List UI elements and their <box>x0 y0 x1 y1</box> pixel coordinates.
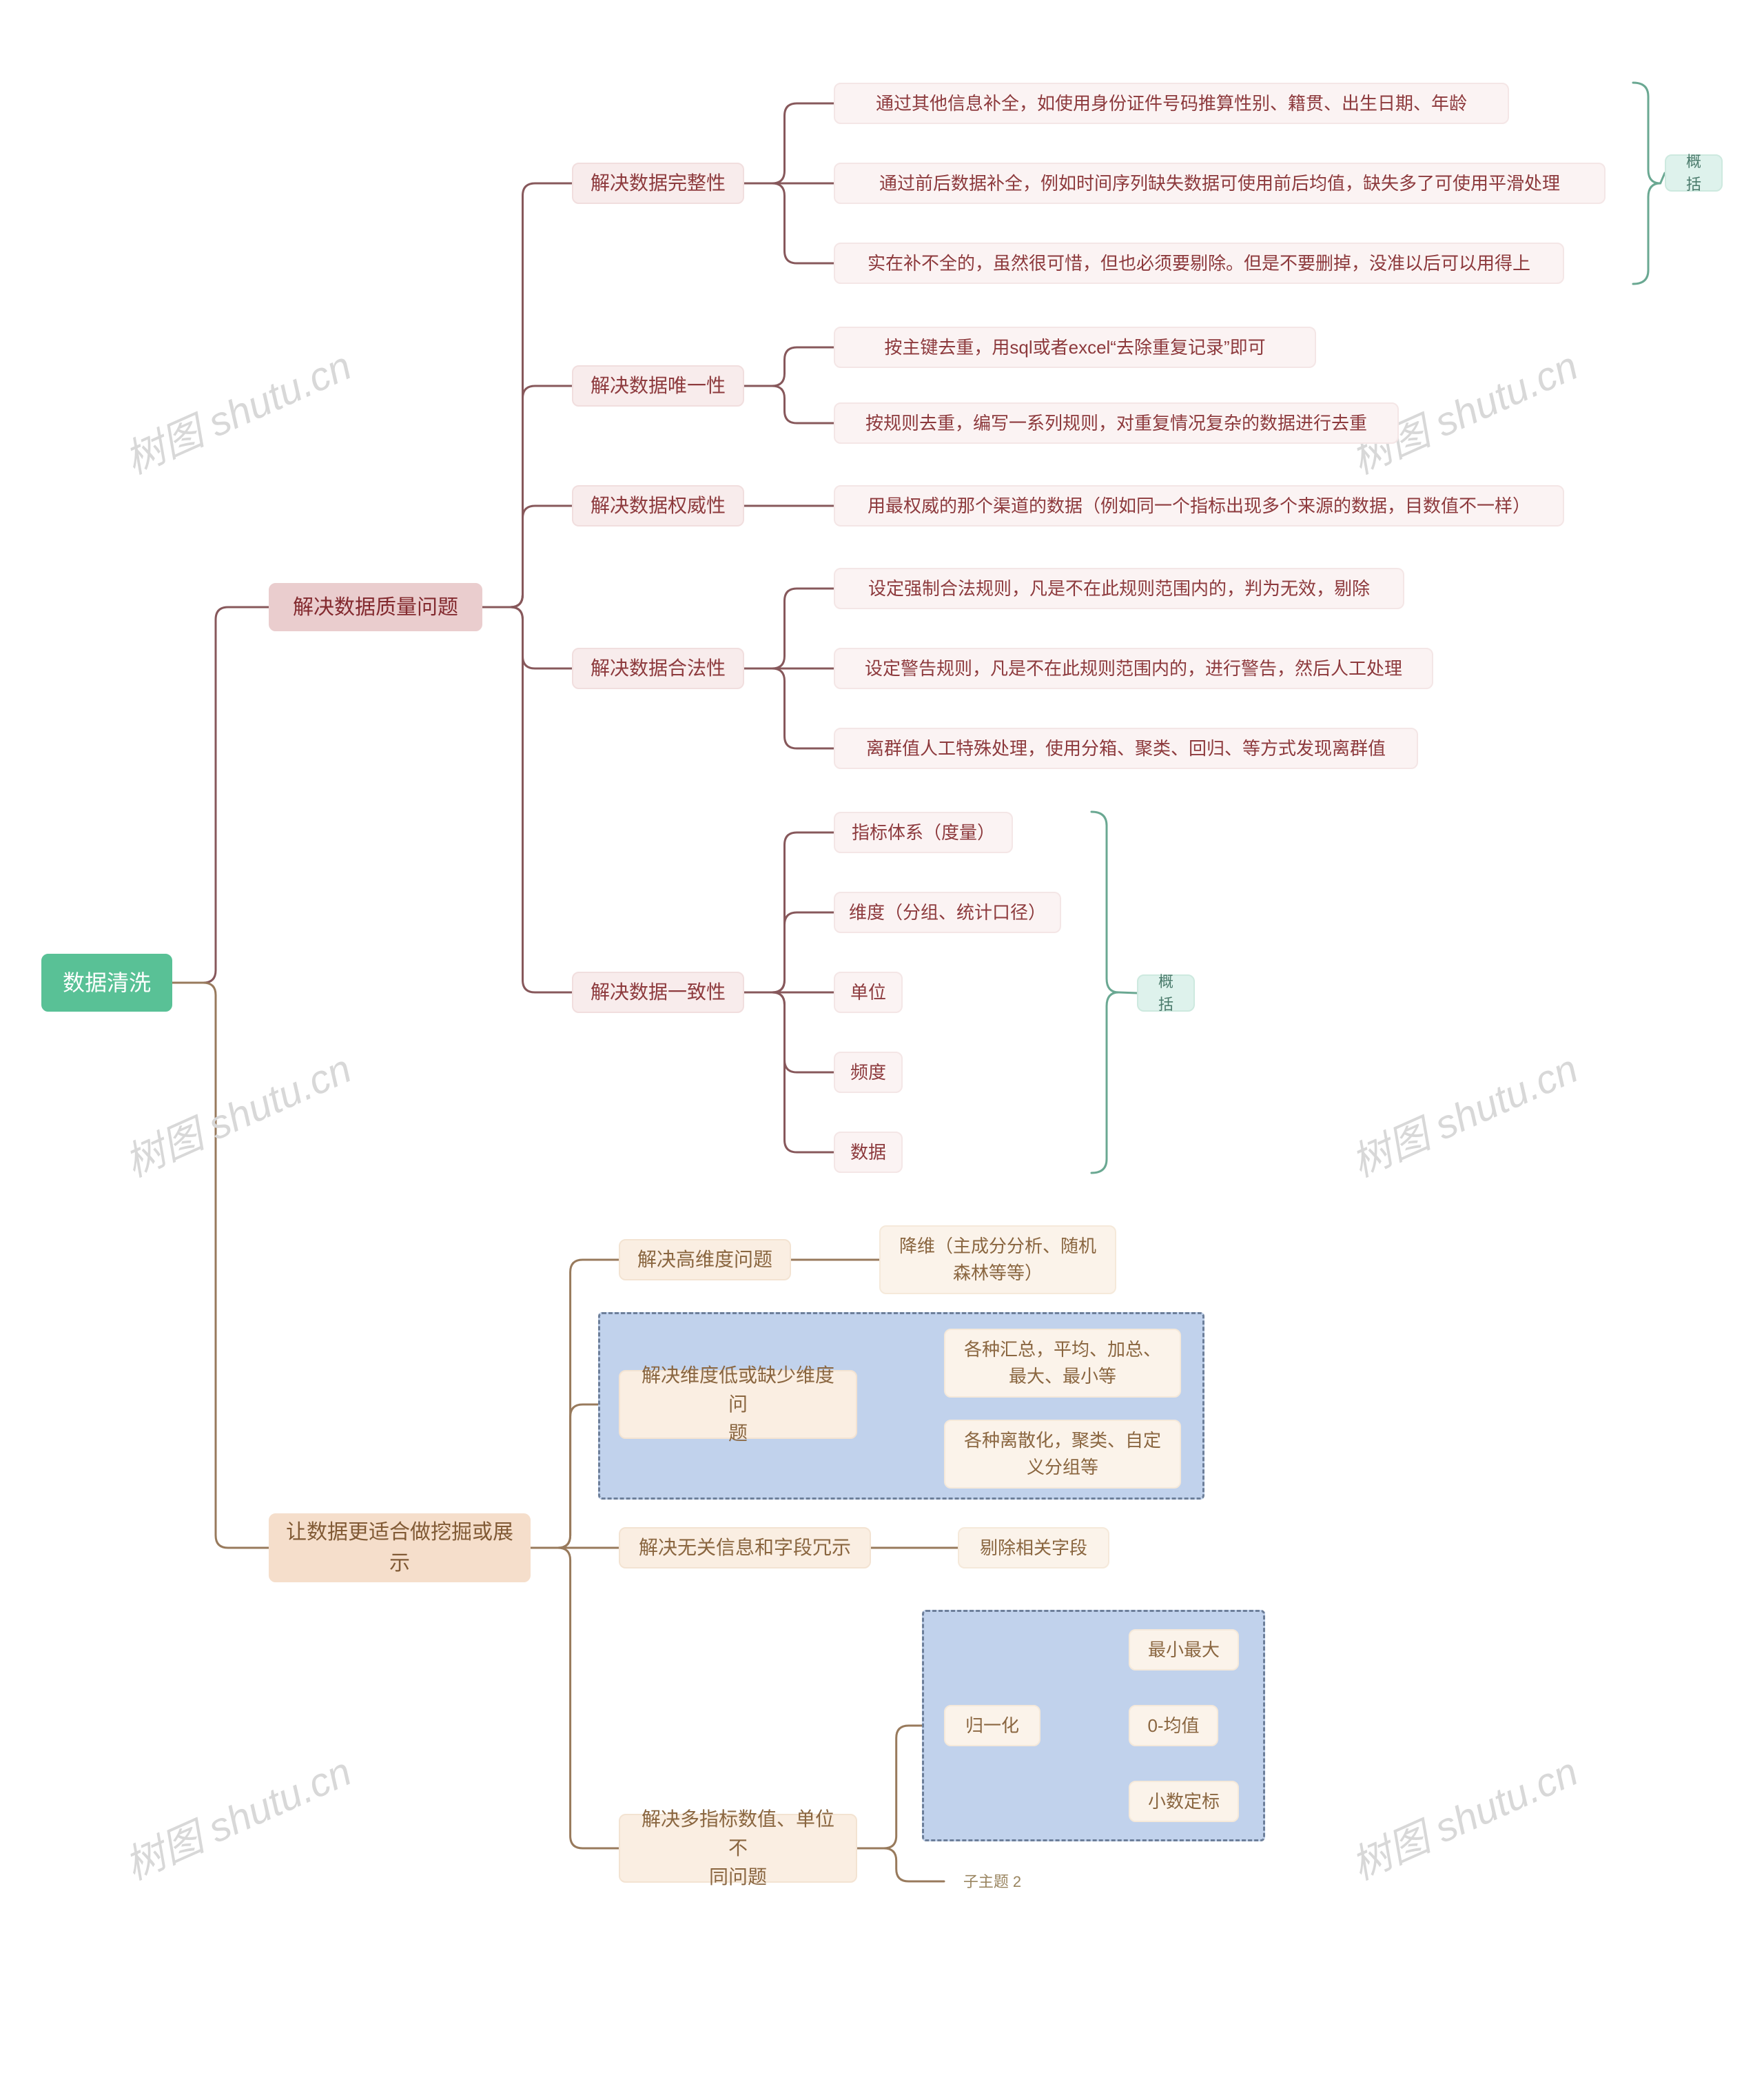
watermark-2: 树图 shutu.cn <box>114 1739 359 1891</box>
node-A5sum[interactable]: 概括 <box>1137 974 1195 1012</box>
edge-A2-A2a <box>744 347 834 386</box>
edge-A1-A1a <box>744 103 834 183</box>
node-B3[interactable]: 解决无关信息和字段冗示 <box>619 1527 871 1568</box>
edge-B4-B4b <box>857 1848 944 1881</box>
node-A4a[interactable]: 设定强制合法规则，凡是不在此规则范围内的，判为无效，剔除 <box>834 568 1404 609</box>
node-A1[interactable]: 解决数据完整性 <box>572 163 744 204</box>
summary-brace-1 <box>1091 812 1119 1173</box>
edge-A4-A4a <box>744 589 834 668</box>
edge-root-A <box>172 607 269 983</box>
node-A5e[interactable]: 数据 <box>834 1132 903 1173</box>
edge-A5-A5b <box>744 912 834 992</box>
node-A5a[interactable]: 指标体系（度量） <box>834 812 1013 853</box>
node-B4ab[interactable]: 0-均值 <box>1129 1705 1218 1746</box>
node-B1a[interactable]: 降维（主成分分析、随机 森林等等） <box>879 1225 1116 1294</box>
node-B[interactable]: 让数据更适合做挖掘或展 示 <box>269 1513 531 1582</box>
watermark-0: 树图 shutu.cn <box>114 334 359 485</box>
node-A3a[interactable]: 用最权威的那个渠道的数据（例如同一个指标出现多个来源的数据，目数值不一样） <box>834 485 1564 527</box>
node-A4[interactable]: 解决数据合法性 <box>572 648 744 689</box>
node-A2b[interactable]: 按规则去重，编写一系列规则，对重复情况复杂的数据进行去重 <box>834 402 1399 444</box>
node-A5b[interactable]: 维度（分组、统计口径） <box>834 892 1061 933</box>
edge-A4-A4c <box>744 668 834 748</box>
node-root[interactable]: 数据清洗 <box>41 954 172 1012</box>
edge-A-A2 <box>482 386 572 607</box>
node-A5c[interactable]: 单位 <box>834 972 903 1013</box>
node-A4c[interactable]: 离群值人工特殊处理，使用分箱、聚类、回归、等方式发现离群值 <box>834 728 1418 769</box>
node-B2b[interactable]: 各种离散化，聚类、自定 义分组等 <box>944 1420 1181 1489</box>
node-A2[interactable]: 解决数据唯一性 <box>572 365 744 407</box>
summary-brace-link-1 <box>1119 992 1137 993</box>
edge-A5-A5d <box>744 992 834 1072</box>
edge-root-B <box>172 983 269 1548</box>
edge-A-A5 <box>482 607 572 992</box>
node-B3a[interactable]: 剔除相关字段 <box>958 1527 1109 1568</box>
node-A5[interactable]: 解决数据一致性 <box>572 972 744 1013</box>
connector-layer <box>0 0 1764 2075</box>
edge-A5-A5a <box>744 832 834 992</box>
node-B2[interactable]: 解决维度低或缺少维度问 题 <box>619 1370 857 1439</box>
node-B1[interactable]: 解决高维度问题 <box>619 1239 791 1280</box>
node-A4b[interactable]: 设定警告规则，凡是不在此规则范围内的，进行警告，然后人工处理 <box>834 648 1433 689</box>
node-A5d[interactable]: 频度 <box>834 1052 903 1093</box>
node-B4a[interactable]: 归一化 <box>944 1705 1040 1746</box>
node-B4[interactable]: 解决多指标数值、单位不 同问题 <box>619 1814 857 1883</box>
node-A1a[interactable]: 通过其他信息补全，如使用身份证件号码推算性别、籍贯、出生日期、年龄 <box>834 83 1509 124</box>
watermark-4: 树图 shutu.cn <box>1341 1036 1586 1188</box>
node-B4b[interactable]: 子主题 2 <box>944 1868 1040 1895</box>
edge-A-A4 <box>482 607 572 668</box>
watermark-5: 树图 shutu.cn <box>1341 1739 1586 1891</box>
node-A3[interactable]: 解决数据权威性 <box>572 485 744 527</box>
edge-A5-A5e <box>744 992 834 1152</box>
edge-A1-A1c <box>744 183 834 263</box>
node-A1b[interactable]: 通过前后数据补全，例如时间序列缺失数据可使用前后均值，缺失多了可使用平滑处理 <box>834 163 1606 204</box>
node-A1c[interactable]: 实在补不全的，虽然很可惜，但也必须要剔除。但是不要删掉，没准以后可以用得上 <box>834 243 1564 284</box>
node-A1sum[interactable]: 概括 <box>1665 154 1723 192</box>
watermark-1: 树图 shutu.cn <box>114 1036 359 1188</box>
node-B2a[interactable]: 各种汇总，平均、加总、 最大、最小等 <box>944 1329 1181 1398</box>
summary-brace-0 <box>1633 83 1661 284</box>
node-A[interactable]: 解决数据质量问题 <box>269 583 482 631</box>
node-B4ac[interactable]: 小数定标 <box>1129 1781 1239 1822</box>
edge-B-B4 <box>531 1548 619 1848</box>
edge-A-A3 <box>482 506 572 607</box>
node-A2a[interactable]: 按主键去重，用sql或者excel“去除重复记录”即可 <box>834 327 1316 368</box>
edge-A-A1 <box>482 183 572 607</box>
edge-A2-A2b <box>744 386 834 423</box>
node-B4aa[interactable]: 最小最大 <box>1129 1629 1239 1670</box>
